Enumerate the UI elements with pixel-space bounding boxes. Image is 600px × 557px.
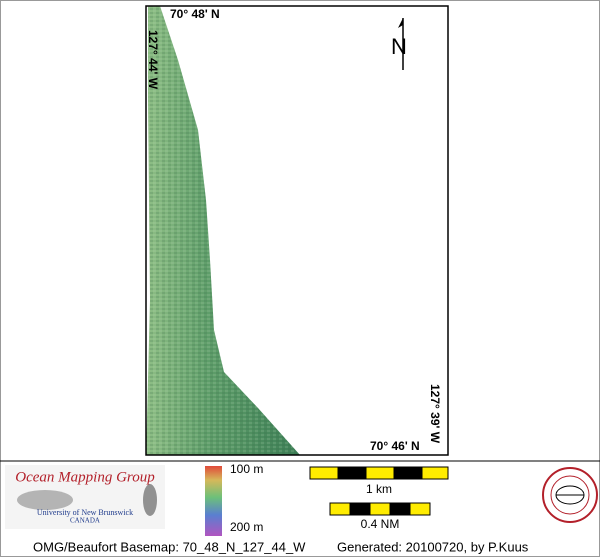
north-label: N [391,34,407,59]
lon-label: 127° 44' W [146,30,160,90]
lat-label: 70° 48' N [170,7,220,21]
depth-colorbar [205,466,222,536]
lon-label: 127° 39' W [428,384,442,444]
north-arrow: N [391,18,407,70]
map-frame [145,5,449,456]
swath-texture [146,6,300,455]
scale-bar-km [309,466,449,480]
logo: Ocean Mapping Group University of New Br… [5,465,165,529]
logo-country: CANADA [70,517,100,525]
logo-university: University of New Brunswick [37,508,133,517]
scale-label: 0.4 NM [361,517,400,531]
depth-label: 100 m [230,462,263,476]
lat-label: 70° 46' N [370,439,420,453]
seal-logo [542,467,598,523]
scale-label: 1 km [366,482,392,496]
scale-bar-nm [329,502,431,516]
logo-name: Ocean Mapping Group [15,469,155,485]
footer-basemap: OMG/Beaufort Basemap: 70_48_N_127_44_W [33,539,306,554]
footer-generated: Generated: 20100720, by P.Kuus [337,539,529,554]
depth-label: 200 m [230,520,263,534]
